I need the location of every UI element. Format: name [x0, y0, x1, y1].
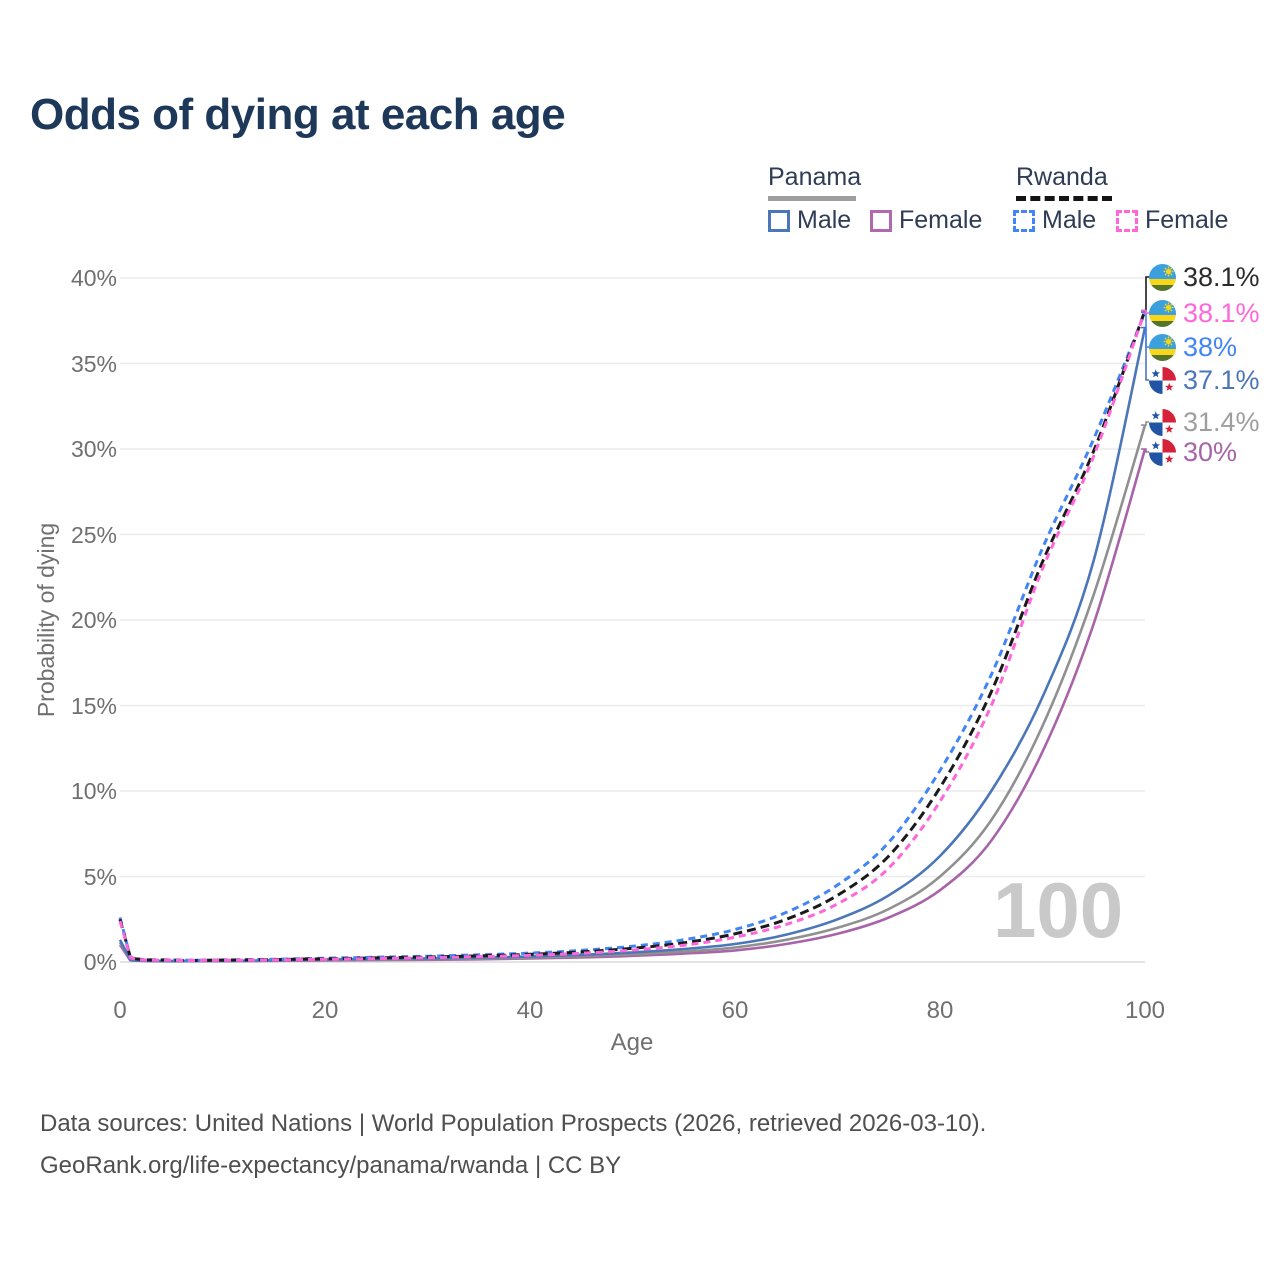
label-connector: [1141, 448, 1151, 453]
series-line-rwanda-female: [118, 310, 1147, 962]
x-tick-label: 80: [926, 997, 954, 1024]
footer-attribution: GeoRank.org/life-expectancy/panama/rwand…: [40, 1152, 622, 1179]
panama-female-swatch: [870, 209, 892, 232]
rwanda-line-style-swatch: [1016, 196, 1112, 201]
end-label-value: 37.1%: [1183, 364, 1260, 395]
watermark-age-100: 100: [993, 866, 1124, 954]
y-tick-label: 10%: [70, 778, 117, 804]
series-line-panama-male: [118, 327, 1147, 963]
y-tick-label: 5%: [83, 863, 117, 890]
label-connector: [1141, 311, 1151, 348]
rwanda-male-swatch: [1013, 209, 1035, 232]
y-tick-label: 15%: [70, 692, 117, 719]
end-label-value: 31.4%: [1183, 406, 1260, 437]
panama-flag-icon: [1149, 408, 1176, 436]
legend-item-panama-female: Female: [870, 206, 982, 235]
legend-country-rwanda: Rwanda: [1016, 163, 1108, 191]
legend-country-panama: Panama: [768, 163, 862, 191]
y-tick-label: 20%: [70, 607, 117, 633]
end-label-value: 38%: [1183, 331, 1238, 362]
y-tick-label: 30%: [70, 436, 117, 462]
rwanda-flag-icon: [1149, 263, 1176, 291]
x-tick-label: 100: [1124, 997, 1166, 1024]
legend-label: Female: [1145, 206, 1229, 234]
page-title: Odds of dying at each age: [30, 90, 566, 139]
end-label-panama-male: 37.1%: [1149, 364, 1260, 395]
panama-flag-icon: [1149, 366, 1176, 394]
series-line-rwanda: [118, 309, 1147, 962]
y-tick-label: 35%: [70, 350, 117, 377]
rwanda-flag-icon: [1149, 299, 1176, 327]
label-connector: [1141, 326, 1151, 381]
legend-item-panama-male: Male: [768, 206, 851, 235]
end-label-rwanda-male: 38%: [1149, 331, 1238, 362]
end-label-value: 38.1%: [1183, 297, 1260, 328]
panama-male-swatch: [768, 209, 790, 232]
panama-flag-icon: [1149, 438, 1176, 466]
end-label-value: 38.1%: [1183, 261, 1260, 292]
y-tick-label: 40%: [70, 265, 117, 291]
x-tick-label: 60: [721, 997, 749, 1024]
y-tick-label: 0%: [83, 949, 117, 975]
legend-label: Female: [899, 206, 983, 234]
end-label-rwanda: 38.1%: [1149, 261, 1260, 292]
rwanda-female-swatch: [1116, 209, 1138, 232]
y-tick-label: 25%: [70, 521, 117, 548]
rwanda-flag-icon: [1149, 333, 1176, 361]
x-tick-label: 0: [113, 997, 127, 1024]
legend-item-rwanda-male: Male: [1013, 206, 1096, 235]
panama-line-style-swatch: [768, 196, 856, 201]
end-label-value: 30%: [1183, 436, 1238, 467]
x-axis-title: Age: [610, 1029, 654, 1056]
end-label-panama: 31.4%: [1149, 406, 1260, 437]
series-line-rwanda-male: [118, 311, 1147, 962]
end-label-rwanda-female: 38.1%: [1149, 297, 1260, 328]
x-tick-label: 20: [311, 997, 339, 1024]
legend-label: Male: [1042, 206, 1097, 234]
label-connector: [1141, 309, 1151, 314]
x-tick-label: 40: [516, 997, 544, 1024]
legend-item-rwanda-female: Female: [1116, 206, 1228, 235]
legend-label: Male: [797, 206, 852, 234]
label-connector: [1141, 421, 1151, 426]
end-label-panama-female: 30%: [1149, 436, 1238, 467]
footer-data-sources: Data sources: United Nations | World Pop…: [40, 1110, 987, 1137]
